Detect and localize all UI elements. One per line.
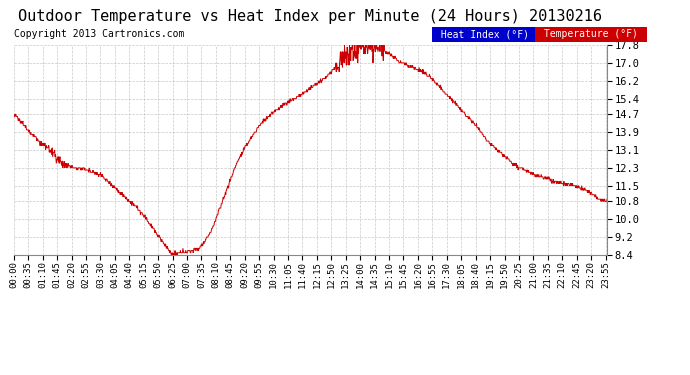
Text: Temperature (°F): Temperature (°F) (538, 29, 644, 39)
Text: Heat Index (°F): Heat Index (°F) (435, 29, 535, 39)
Text: Copyright 2013 Cartronics.com: Copyright 2013 Cartronics.com (14, 29, 184, 39)
Text: Outdoor Temperature vs Heat Index per Minute (24 Hours) 20130216: Outdoor Temperature vs Heat Index per Mi… (19, 9, 602, 24)
